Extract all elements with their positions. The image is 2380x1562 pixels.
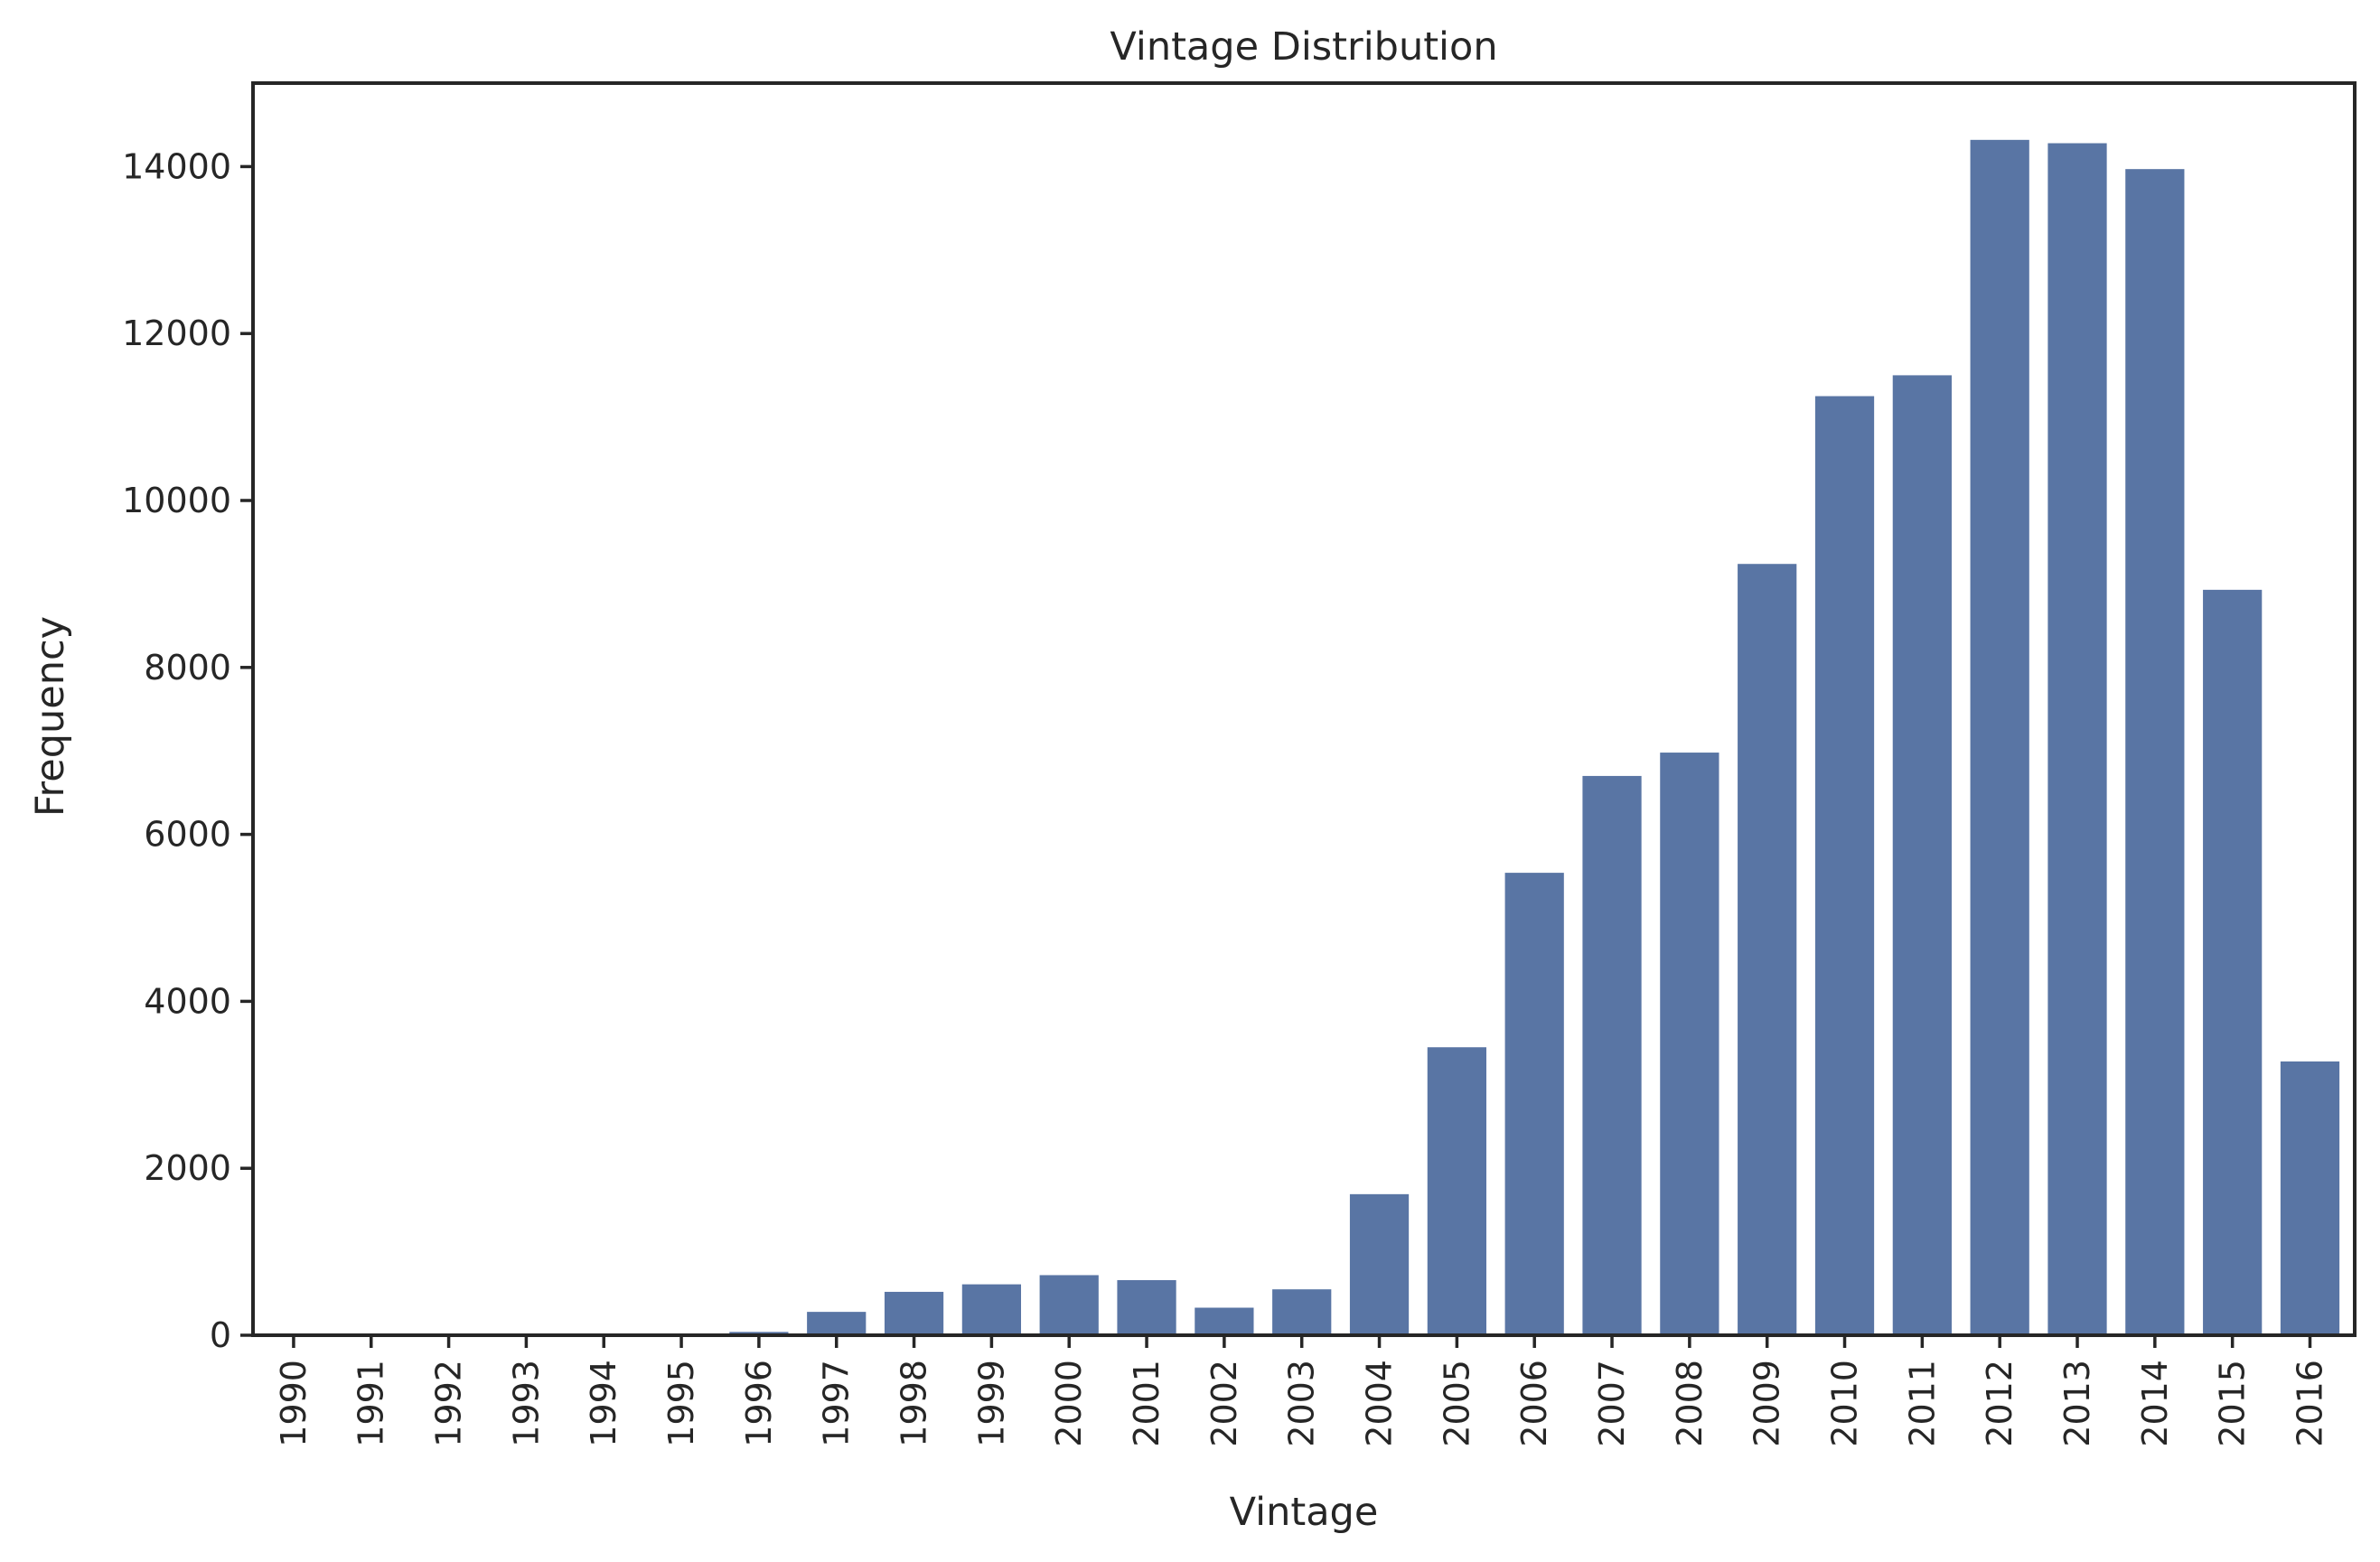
bar-2014 xyxy=(2125,169,2185,1335)
x-tick-label-2014: 2014 xyxy=(2135,1360,2175,1447)
x-tick-label-2008: 2008 xyxy=(1670,1360,1710,1447)
x-tick-label-1994: 1994 xyxy=(584,1360,623,1447)
y-tick-label-0: 0 xyxy=(210,1315,231,1355)
bar-2003 xyxy=(1272,1289,1332,1335)
bar-2000 xyxy=(1039,1275,1099,1335)
y-tick-label-2000: 2000 xyxy=(144,1148,231,1188)
y-tick-label-6000: 6000 xyxy=(144,815,231,855)
x-tick-label-2015: 2015 xyxy=(2213,1360,2253,1447)
bar-1997 xyxy=(807,1312,867,1335)
bar-2004 xyxy=(1349,1193,1410,1335)
x-tick-label-1995: 1995 xyxy=(661,1360,701,1447)
y-tick-label-12000: 12000 xyxy=(122,313,231,353)
x-tick-label-2006: 2006 xyxy=(1514,1360,1554,1447)
bar-2015 xyxy=(2203,589,2263,1335)
x-tick-label-1992: 1992 xyxy=(429,1360,469,1447)
bar-2009 xyxy=(1738,564,1797,1335)
x-tick-label-2007: 2007 xyxy=(1592,1360,1632,1447)
x-tick-label-2010: 2010 xyxy=(1825,1360,1865,1447)
x-axis: 1990 1991 1992 1993 1994 1995 1996 1997 1998 1999… xyxy=(274,1335,2330,1447)
x-tick-label-2001: 2001 xyxy=(1127,1360,1167,1447)
x-tick-label-1990: 1990 xyxy=(274,1360,314,1447)
x-tick-label-2011: 2011 xyxy=(1902,1360,1942,1447)
x-tick-label-2004: 2004 xyxy=(1360,1360,1400,1447)
x-tick-label-1997: 1997 xyxy=(817,1360,857,1447)
bar-2012 xyxy=(1970,139,2029,1335)
x-tick-label-2003: 2003 xyxy=(1282,1360,1322,1447)
x-axis-label: Vintage xyxy=(1230,1490,1379,1535)
bar-2001 xyxy=(1117,1280,1176,1335)
bar-2006 xyxy=(1504,873,1564,1335)
y-tick-label-14000: 14000 xyxy=(122,146,231,186)
y-tick-label-4000: 4000 xyxy=(144,981,231,1021)
bar-2013 xyxy=(2047,143,2107,1336)
chart-title: Vintage Distribution xyxy=(1110,24,1497,70)
x-tick-label-1998: 1998 xyxy=(895,1360,934,1447)
bar-1999 xyxy=(961,1284,1022,1335)
bar-2007 xyxy=(1582,775,1642,1335)
bar-2011 xyxy=(1892,375,1952,1335)
bar-2008 xyxy=(1660,753,1719,1335)
bar-2016 xyxy=(2280,1061,2340,1335)
y-axis: 0 2000 4000 6000 8000 10000 12000 14000 xyxy=(122,146,253,1355)
x-tick-label-2009: 2009 xyxy=(1748,1360,1787,1447)
plot-frame xyxy=(251,81,2357,1337)
x-tick-label-1999: 1999 xyxy=(971,1360,1011,1447)
x-tick-label-2013: 2013 xyxy=(2057,1360,2097,1447)
y-axis-label: Frequency xyxy=(28,616,73,817)
bar-1998 xyxy=(884,1291,944,1335)
bar-2002 xyxy=(1195,1307,1254,1335)
x-tick-label-2012: 2012 xyxy=(1980,1360,2019,1447)
x-tick-label-1993: 1993 xyxy=(506,1360,546,1447)
bar-2010 xyxy=(1814,396,1875,1335)
y-tick-label-8000: 8000 xyxy=(144,648,231,687)
x-tick-label-2002: 2002 xyxy=(1204,1360,1244,1447)
bars-group xyxy=(264,139,2340,1336)
y-tick-label-10000: 10000 xyxy=(122,481,231,520)
x-tick-label-1991: 1991 xyxy=(351,1360,391,1447)
x-tick-label-2016: 2016 xyxy=(2291,1360,2330,1447)
bar-2005 xyxy=(1427,1047,1486,1335)
x-tick-label-2005: 2005 xyxy=(1437,1360,1476,1447)
x-tick-label-1996: 1996 xyxy=(739,1360,779,1447)
x-tick-label-2000: 2000 xyxy=(1049,1360,1089,1447)
